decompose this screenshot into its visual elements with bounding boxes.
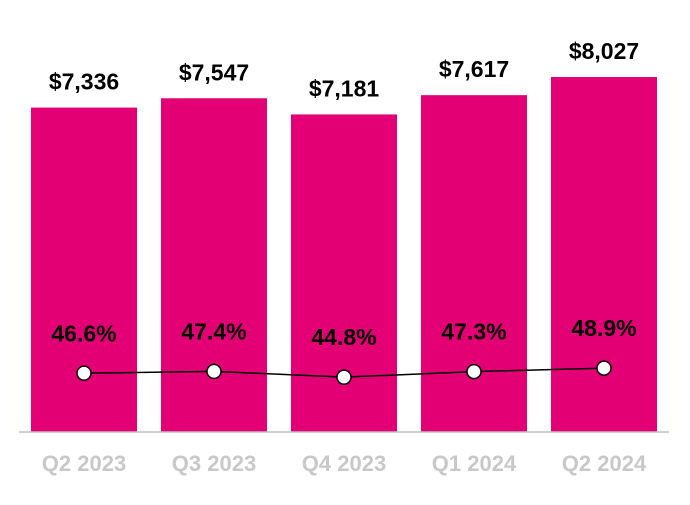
line-point (596, 360, 612, 376)
x-tick-label: Q3 2023 (172, 451, 256, 476)
line-point (466, 363, 482, 380)
bar-value-label: $7,336 (49, 69, 119, 95)
x-tick-label: Q2 2023 (42, 451, 126, 476)
bar-value-label: $7,181 (309, 76, 380, 102)
line-value-label: 46.6% (51, 320, 116, 346)
bar (161, 98, 267, 433)
line-point (76, 365, 92, 381)
bar (31, 107, 137, 432)
line-value-label: 47.3% (441, 319, 506, 345)
x-tick-label: Q1 2024 (432, 451, 517, 476)
bar-value-label: $7,547 (179, 59, 249, 85)
bar (551, 77, 657, 432)
line-value-label: 44.8% (311, 324, 376, 350)
x-tick-label: Q4 2023 (302, 451, 386, 476)
line-point (206, 363, 222, 380)
bar (421, 95, 527, 432)
bar-value-label: $8,027 (569, 38, 639, 64)
bar-value-label: $7,617 (439, 56, 509, 82)
line-value-label: 47.4% (181, 318, 246, 344)
line-value-label: 48.9% (571, 315, 636, 341)
x-tick-label: Q2 2024 (562, 451, 647, 476)
line-point (336, 369, 352, 385)
